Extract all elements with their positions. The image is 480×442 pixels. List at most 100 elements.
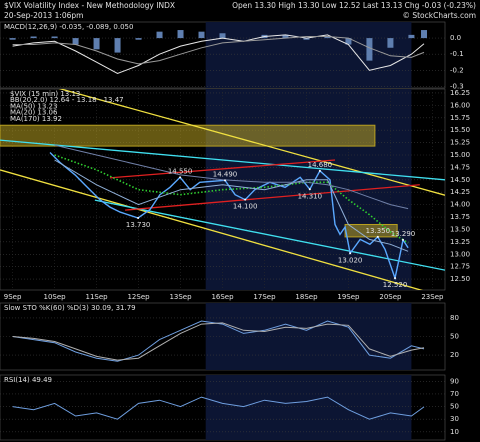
annotation-point xyxy=(244,198,247,201)
legend-entry: BB(20,2.0) 12.64 - 13.18 - 13.47 xyxy=(10,96,124,104)
panel-title: RSI(14) 49.49 xyxy=(4,376,52,384)
y-tick-label: 15.25 xyxy=(450,139,470,147)
annotation-point xyxy=(376,235,379,238)
series-line xyxy=(54,159,409,252)
x-tick-label: 12Sep xyxy=(127,293,150,301)
trendline xyxy=(58,89,445,196)
y-tick-label: 13.25 xyxy=(450,238,470,246)
series-line xyxy=(12,34,425,75)
legend-entry: $VIX (15 min) 13.13 xyxy=(10,90,80,98)
box xyxy=(0,124,376,147)
histogram-bar xyxy=(30,36,37,39)
y-tick-label: 50 xyxy=(450,403,459,411)
annotation-label: 14.310 xyxy=(298,192,323,200)
annotation-label: 13.730 xyxy=(126,221,151,229)
y-tick-label: -0.3 xyxy=(450,82,464,90)
annotation-label: 12.520 xyxy=(383,281,408,289)
x-tick-label: 9Sep xyxy=(4,293,22,301)
header-title: $VIX Volatility Index - New Methodology … xyxy=(4,1,175,10)
annotation-label: 14.490 xyxy=(213,170,238,178)
y-tick-label: 14.00 xyxy=(450,201,470,209)
trendline xyxy=(125,184,420,211)
header-source: © StockCharts.com xyxy=(402,11,476,20)
histogram-bar xyxy=(156,31,163,39)
histogram-bar xyxy=(219,33,226,39)
series-line xyxy=(12,36,425,65)
plot xyxy=(0,30,445,87)
week-shade xyxy=(205,375,412,440)
y-tick-label: 13.75 xyxy=(450,213,470,221)
plot xyxy=(0,381,445,433)
annotation-label: 13.290 xyxy=(391,230,416,238)
annotation-point xyxy=(224,179,227,182)
y-tick-label: 30 xyxy=(450,415,459,423)
panel-title: Slow STO %K(60) %D(3) 30.09, 31.79 xyxy=(4,304,136,312)
histogram-bar xyxy=(177,30,184,39)
histogram-bar xyxy=(93,38,100,50)
histogram-bar xyxy=(51,36,58,39)
histogram-bar xyxy=(135,38,142,40)
panel-title: MACD(12,26,9) -0.035, -0.089, 0.050 xyxy=(4,23,133,31)
histogram-bar xyxy=(408,34,415,39)
y-tick-label: 80 xyxy=(450,314,459,322)
annotation-point xyxy=(394,277,397,280)
series-line xyxy=(49,152,409,281)
y-tick-label: 14.75 xyxy=(450,163,470,171)
x-tick-label: 20Sep xyxy=(379,293,402,301)
y-tick-label: 14.50 xyxy=(450,176,470,184)
x-tick-label: 13Sep xyxy=(169,293,192,301)
x-tick-label: 18Sep xyxy=(295,293,318,301)
annotation-label: 13.350 xyxy=(366,227,391,235)
series-line xyxy=(12,320,425,362)
y-tick-label: 12.75 xyxy=(450,263,470,271)
y-tick-label: 50 xyxy=(450,333,459,341)
histogram-bar xyxy=(324,36,331,39)
trendline xyxy=(0,139,445,181)
x-tick-label: 10Sep xyxy=(44,293,67,301)
y-tick-label: 14.25 xyxy=(450,188,470,196)
histogram-bar xyxy=(72,38,79,45)
series-line xyxy=(12,322,425,361)
y-tick-label: -0.1 xyxy=(450,50,464,58)
legend-entry: MA(170) 13.92 xyxy=(10,115,62,123)
annotation-point xyxy=(402,238,405,241)
y-tick-label: 13.50 xyxy=(450,225,470,233)
histogram-bar xyxy=(282,34,289,39)
histogram-bar xyxy=(366,38,373,61)
plot xyxy=(0,317,445,362)
histogram-bar xyxy=(421,30,428,39)
x-tick-label: 17Sep xyxy=(253,293,276,301)
y-tick-label: 12.50 xyxy=(450,275,470,283)
annotation-point xyxy=(308,188,311,191)
annotation-point xyxy=(318,169,321,172)
annotation-label: 14.680 xyxy=(308,161,333,169)
annotation-label: 14.100 xyxy=(233,203,258,211)
y-tick-label: 16.00 xyxy=(450,101,470,109)
header-quote: Open 13.30 High 13.30 Low 12.52 Last 13.… xyxy=(232,1,476,10)
annotation-point xyxy=(179,176,182,179)
y-tick-label: 16.25 xyxy=(450,89,470,97)
y-tick-label: 15.50 xyxy=(450,126,470,134)
series-line xyxy=(54,144,409,210)
histogram-bar xyxy=(387,38,394,48)
week-shade xyxy=(205,22,412,88)
header-date: 20-Sep-2013 1:06pm xyxy=(4,11,83,20)
annotation-point xyxy=(137,217,140,220)
box xyxy=(344,223,398,238)
y-tick-label: 20 xyxy=(450,351,459,359)
trendline xyxy=(109,159,336,179)
y-tick-label: 90 xyxy=(450,377,459,385)
histogram-bar xyxy=(198,31,205,39)
plot xyxy=(0,89,445,290)
y-tick-label: 13.00 xyxy=(450,250,470,258)
y-tick-label: 15.00 xyxy=(450,151,470,159)
annotation-point xyxy=(349,252,352,255)
legend-entry: MA(20) 13.06 xyxy=(10,109,58,117)
y-tick-label: -0.2 xyxy=(450,66,464,74)
x-tick-label: 23Sep xyxy=(421,293,444,301)
histogram-bar xyxy=(303,38,310,40)
annotation-label: 14.550 xyxy=(168,167,193,175)
x-tick-label: 16Sep xyxy=(211,293,234,301)
